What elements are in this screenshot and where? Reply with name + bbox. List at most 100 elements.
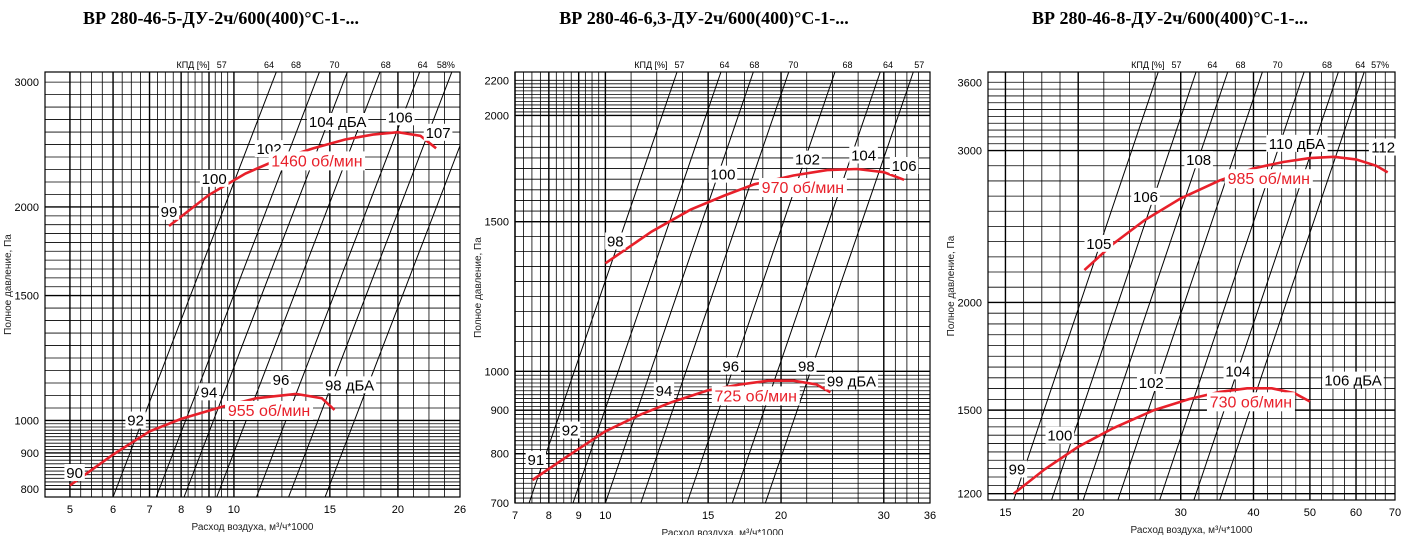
chart-3-speed-curve-2 [1012,387,1311,495]
chart-3-x-tick-label: 15 [999,507,1011,519]
chart-2-rpm-label: 725 об/мин [715,388,797,405]
chart-2-efficiency-line [764,72,914,503]
chart-2-efficiency-line [640,72,790,503]
chart-3-rpm-label-bg [1224,169,1313,189]
chart-2-noise-label-bg [824,372,879,390]
chart-1-efficiency-line [256,72,421,497]
chart-2-efficiency-label: 70 [788,60,798,70]
chart-3-y-tick-label: 3600 [958,77,982,89]
chart-2-y-tick-label: 700 [491,498,509,510]
chart-1-noise-label: 107 [426,125,451,142]
chart-1-noise-label-bg [306,112,369,130]
chart-3-speed-curve-1 [1083,155,1389,272]
chart-2-noise-label-bg [793,150,822,168]
chart-3-noise-label: 106 дБА [1324,373,1381,390]
chart-3-y-tick-label: 2000 [958,297,982,309]
chart-2-efficiency-label: 57 [675,60,685,70]
chart-2-efficiency-line [686,72,836,503]
chart-1-x-tick-label: 10 [228,504,240,516]
chart-3-noise-label-bg [1322,371,1384,389]
chart-2-title: ВР 280-46-6,3-ДУ-2ч/600(400)°С-1-... [559,8,849,28]
chart-1-noise-label: 96 [273,372,290,389]
chart-2-x-tick-label: 15 [702,510,714,522]
chart-3-efficiency-label: 68 [1322,60,1332,70]
chart-2-efficiency-label: 64 [719,60,729,70]
chart-2-efficiency-line [604,72,754,503]
chart-1-x-axis-label: Расход воздуха, м³/ч*1000 [192,522,314,533]
chart-2-noise-label-bg [653,382,675,400]
chart-3-noise-label: 100 [1047,428,1072,445]
chart-2-noise-label: 104 [851,147,876,164]
chart-2-noise-label: 102 [795,152,820,169]
chart-2-x-tick-label: 7 [512,510,518,522]
chart-1-plot-frame [44,71,461,498]
chart-1-grid [45,72,460,497]
chart-2-noise-label: 91 [527,452,544,469]
chart-1-rpm-label-bg [225,400,314,420]
chart-3-x-tick-label: 30 [1175,507,1187,519]
chart-1-efficiency-line [216,72,381,497]
chart-3-noise-label-bg [1045,426,1075,444]
chart-2-efficiency-title: КПД [%] [634,60,667,70]
chart-1-y-tick-label: 1500 [15,291,39,303]
chart-3-group: 15 20 30 40 50 60 70 1200 1500 2000 3000 3600 Расход… [946,60,1401,535]
chart-1-noise-label-bg [322,376,377,394]
chart-1-efficiency-line [288,72,453,497]
chart-2-noise-label-bg [605,232,626,250]
chart-2-rpm-label-bg [758,178,847,198]
chart-1-efficiency-label: 68 [291,60,301,70]
chart-1-x-tick-label: 7 [146,504,152,516]
chart-2-noise-label: 98 [607,234,624,251]
chart-3-efficiency-title: КПД [%] [1131,60,1164,70]
chart-1-efficiency-line [324,144,460,497]
chart-3-noise-label-bg [1368,138,1398,156]
chart-1-noise-label-bg [198,383,220,401]
chart-2-noise-label-bg [796,357,817,375]
chart-3-x-axis-label: Расход воздуха, м³/ч*1000 [1131,525,1253,535]
chart-2-efficiency-label: 57 [914,60,924,70]
chart-3-rpm-label: 985 об/мин [1228,171,1310,188]
chart-2-noise-label: 96 [722,358,739,375]
chart-2-noise-label-bg [708,165,738,183]
chart-3-rpm-label: 730 об/мин [1210,394,1292,411]
chart-3-x-tick-label: 70 [1389,507,1401,519]
chart-3-title: ВР 280-46-8-ДУ-2ч/600(400)°С-1-... [1031,8,1309,28]
chart-2-y-tick-label: 2000 [485,110,509,122]
chart-3-efficiency-line [1013,72,1159,500]
chart-1-speed-curve-2 [69,392,336,487]
chart-1-rpm-label-bg [268,151,366,171]
chart-2-efficiency-line [572,72,722,503]
chart-2-x-tick-label: 30 [878,510,890,522]
chart-3-x-tick-label: 50 [1304,507,1316,519]
chart-1-noise-label-bg [199,169,229,187]
chart-3-y-tick-label: 3000 [958,146,982,158]
chart-1-noise-label-bg [64,464,85,482]
chart-2-y-tick-label: 1500 [485,217,509,229]
chart-3-efficiency-line [1219,72,1365,500]
chart-3-efficiency-line [1117,72,1263,500]
chart-2-plot-frame [514,71,931,504]
chart-3-noise-label-bg [1084,234,1114,252]
chart-3-noise-label-bg [1223,362,1253,380]
chart-1-x-tick-label: 26 [454,504,466,516]
chart-1-efficiency-line [155,72,320,497]
chart-1-noise-label: 104 дБА [309,114,366,131]
chart-1-y-tick-label: 800 [21,484,39,496]
chart-1-noise-label: 106 [388,109,413,126]
chart-3-efficiency-label: 64 [1207,60,1217,70]
chart-3-efficiency-label: 57% [1371,60,1389,70]
chart-3-efficiency-label: 64 [1355,60,1365,70]
chart-3-y-tick-label: 1500 [958,405,982,417]
chart-2-noise-label-bg [720,357,741,375]
chart-1-x-tick-label: 5 [67,504,73,516]
chart-1-rpm-label: 1460 об/мин [271,153,362,170]
chart-2-rpm-label-bg [711,386,800,406]
chart-2-noise-label: 99 дБА [827,373,876,390]
chart-2-y-tick-label: 900 [491,405,509,417]
chart-1-y-axis-label: Полное давление, Па [3,234,14,335]
chart-1-rpm-label: 955 об/мин [228,403,310,420]
chart-1-noise-label: 98 дБА [325,377,374,394]
chart-3-efficiency-line [1051,72,1197,500]
chart-1-group: 5 6 7 8 9 10 15 20 26 800 900 1000 1500 2000 3000 Расхо… [3,60,466,533]
chart-3-noise-label: 112 [1371,140,1395,157]
